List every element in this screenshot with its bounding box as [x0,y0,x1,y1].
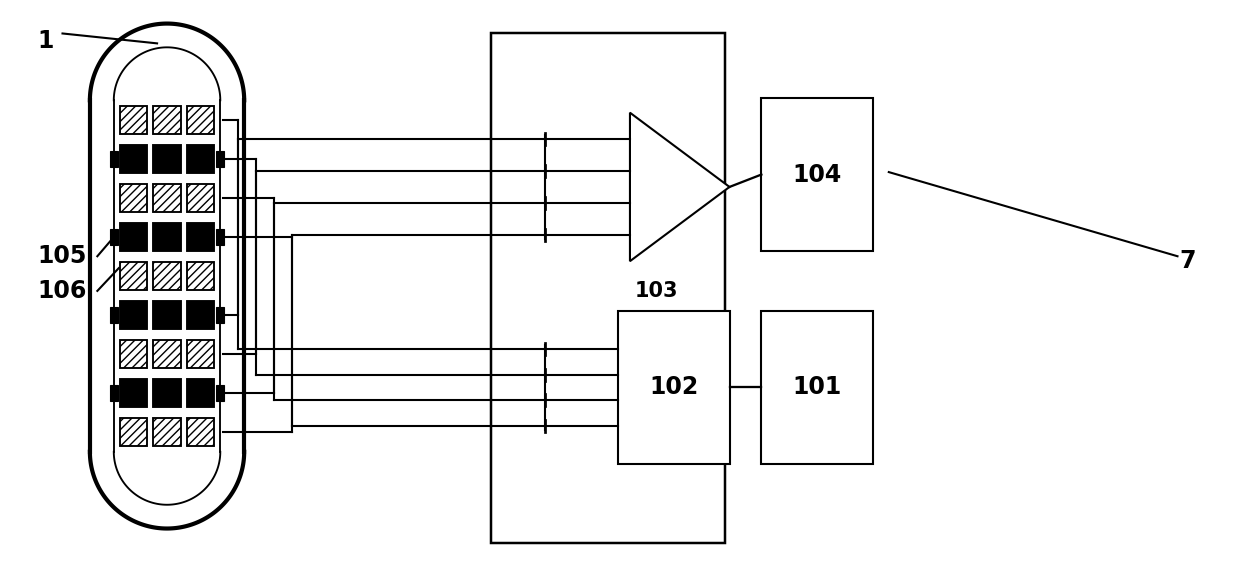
Polygon shape [630,113,729,261]
Bar [120,262,148,290]
Bar [154,340,181,368]
Bar [120,106,148,134]
Bar [187,223,215,251]
Bar [154,262,181,290]
Bar [120,184,148,212]
Text: 102: 102 [649,375,698,399]
Bar [120,379,148,407]
Text: 101: 101 [792,375,842,399]
Bar [187,184,215,212]
Bar [761,98,873,251]
Bar [187,262,215,290]
Bar [618,311,729,464]
Bar [110,151,118,167]
Bar [761,311,873,464]
Bar [110,385,118,401]
Bar [154,379,181,407]
Text: 1: 1 [37,29,55,53]
Bar [120,145,148,173]
Bar [110,307,118,323]
Text: 106: 106 [37,279,87,303]
Bar [187,418,215,446]
Bar [154,145,181,173]
Bar [154,223,181,251]
Text: 105: 105 [37,244,87,268]
Bar [187,145,215,173]
Bar [216,385,224,401]
Bar [154,418,181,446]
Bar [187,340,215,368]
Bar [187,106,215,134]
Bar [187,301,215,329]
Bar [154,301,181,329]
Bar [216,151,224,167]
Text: 7: 7 [1179,249,1195,273]
Bar [120,301,148,329]
Text: 104: 104 [792,163,842,187]
Bar [216,307,224,323]
Bar [110,229,118,245]
Bar [154,184,181,212]
Bar [120,340,148,368]
Bar [187,379,215,407]
Text: 103: 103 [635,281,678,301]
Bar [491,34,724,544]
Bar [120,223,148,251]
Bar [154,106,181,134]
Bar [120,418,148,446]
Bar [216,229,224,245]
